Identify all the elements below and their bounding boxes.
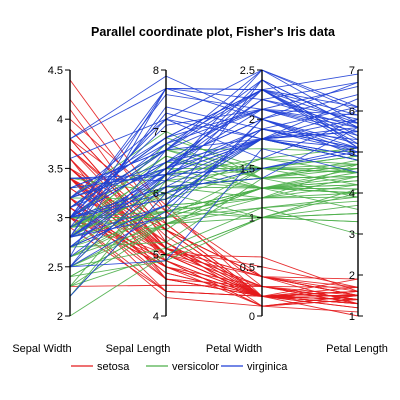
series-line-virginica xyxy=(69,69,359,189)
series-line-virginica xyxy=(69,118,359,238)
series-line-virginica xyxy=(69,128,359,268)
series-line-versicolor xyxy=(69,196,359,268)
axis-label: Sepal Length xyxy=(106,343,171,355)
tick-label: 5 xyxy=(153,250,159,262)
tick-label: 2 xyxy=(249,114,255,126)
tick-label: 2.5 xyxy=(48,262,63,274)
tick-label: 3 xyxy=(349,229,355,241)
series-line-virginica xyxy=(69,127,359,258)
series-line-virginica xyxy=(69,131,359,209)
series-line-setosa xyxy=(69,187,359,288)
series-line-virginica xyxy=(69,81,359,238)
series-line-versicolor xyxy=(69,187,359,238)
legend-item-setosa: setosa xyxy=(71,361,130,373)
legend-label: versicolor xyxy=(172,361,219,373)
axis-label: Sepal Width xyxy=(12,343,71,355)
series-line-setosa xyxy=(69,148,359,297)
tick-label: 3.5 xyxy=(48,163,63,175)
series-line-setosa xyxy=(69,158,359,307)
series-line-virginica xyxy=(69,110,359,199)
tick-label: 0.5 xyxy=(240,262,255,274)
series-line-virginica xyxy=(69,89,359,199)
series-line-virginica xyxy=(69,128,359,248)
series-versicolor xyxy=(69,130,359,317)
series-line-virginica xyxy=(69,89,359,209)
chart-title: Parallel coordinate plot, Fisher's Iris … xyxy=(91,25,336,39)
series-line-setosa xyxy=(69,217,359,305)
series-line-versicolor xyxy=(69,158,359,194)
tick-label: 5 xyxy=(349,147,355,159)
series-line-setosa xyxy=(69,138,359,297)
series-line-versicolor xyxy=(69,207,359,268)
tick-label: 6 xyxy=(153,188,159,200)
series-line-virginica xyxy=(69,69,359,159)
tick-label: 2 xyxy=(349,270,355,282)
axis-0: 2 2.5 3 3.5 4 4.5 xyxy=(48,65,71,323)
axis-label: Petal Width xyxy=(206,343,262,355)
tick-label: 0 xyxy=(249,311,255,323)
series-line-setosa xyxy=(69,177,359,292)
tick-label: 1 xyxy=(249,213,255,225)
series-line-versicolor xyxy=(69,163,359,238)
series-line-virginica xyxy=(69,128,359,248)
series-line-virginica xyxy=(69,81,359,140)
series-line-virginica xyxy=(69,138,359,219)
tick-label: 1.5 xyxy=(240,163,255,175)
series-line-versicolor xyxy=(69,192,359,258)
tick-label: 4 xyxy=(153,311,159,323)
series-line-setosa xyxy=(69,284,359,305)
series-line-versicolor xyxy=(69,180,359,228)
series-line-versicolor xyxy=(69,204,359,278)
series-line-versicolor xyxy=(69,167,359,231)
tick-label: 7 xyxy=(153,127,159,139)
series-line-virginica xyxy=(69,89,359,182)
tick-label: 4 xyxy=(349,188,355,200)
tick-label: 7 xyxy=(349,65,355,77)
axis-3: 1 2 3 4 5 6 7 xyxy=(349,65,363,323)
axes: 2 2.5 3 3.5 4 4.5 4 5 6 7 8 0 0.5 1 1.5 2 2.5 1 2 3 4 5 6 7 xyxy=(48,65,363,323)
axis-1: 4 5 6 7 8 xyxy=(153,65,167,323)
axis-label: Petal Length xyxy=(326,343,388,355)
axis-labels: Sepal Width Sepal Length Petal Width Petal … xyxy=(12,343,388,355)
legend-label: setosa xyxy=(97,361,130,373)
series-virginica xyxy=(69,69,359,297)
tick-label: 4.5 xyxy=(48,65,63,77)
tick-label: 4 xyxy=(57,114,63,126)
series-line-versicolor xyxy=(69,210,359,258)
tick-label: 3 xyxy=(57,213,63,225)
series-line-virginica xyxy=(69,87,359,218)
series-line-virginica xyxy=(69,151,359,297)
tick-label: 1 xyxy=(349,311,355,323)
legend-item-virginica: virginica xyxy=(221,361,288,373)
series-line-versicolor xyxy=(69,174,359,287)
series-line-versicolor xyxy=(69,155,359,228)
series-line-virginica xyxy=(69,147,359,238)
series-line-versicolor xyxy=(69,143,359,238)
series-line-virginica xyxy=(69,138,359,219)
series-line-setosa xyxy=(69,217,359,307)
legend-item-versicolor: versicolor xyxy=(146,361,219,373)
legend-label: virginica xyxy=(247,361,288,373)
tick-label: 6 xyxy=(349,106,355,118)
data-lines xyxy=(69,69,359,317)
series-line-virginica xyxy=(69,99,359,238)
series-line-virginica xyxy=(69,79,359,209)
series-line-virginica xyxy=(69,75,359,140)
series-line-versicolor xyxy=(69,176,359,258)
series-line-virginica xyxy=(69,138,359,219)
legend: setosa versicolor virginica xyxy=(71,361,288,373)
series-line-virginica xyxy=(69,118,359,218)
series-line-versicolor xyxy=(69,217,359,287)
series-line-setosa xyxy=(69,168,359,292)
series-line-virginica xyxy=(69,89,359,218)
series-line-setosa xyxy=(69,109,359,307)
tick-label: 2.5 xyxy=(240,65,255,77)
tick-label: 2 xyxy=(57,311,63,323)
axis-2: 0 0.5 1 1.5 2 2.5 xyxy=(240,65,263,323)
series-line-virginica xyxy=(69,106,359,238)
tick-label: 8 xyxy=(153,65,159,77)
